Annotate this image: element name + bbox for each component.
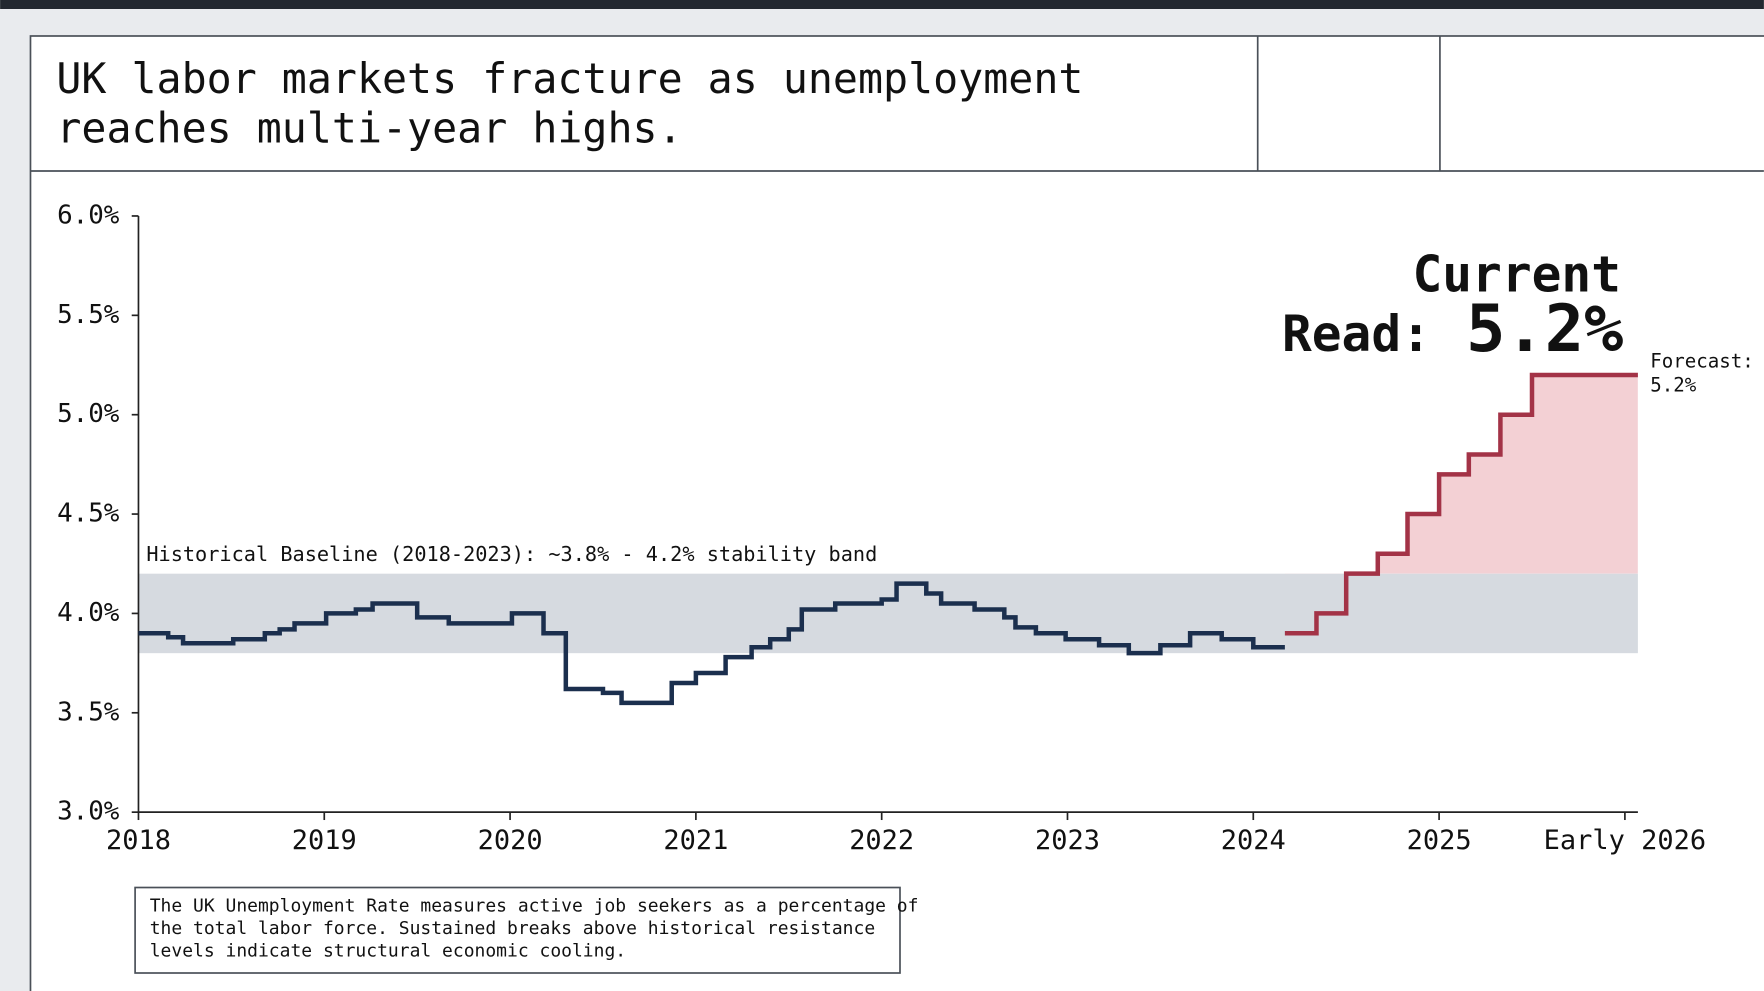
- y-tick-label: 4.0%: [57, 598, 120, 628]
- forecast-label: Forecast:: [1650, 350, 1754, 373]
- x-tick-label: 2023: [1035, 825, 1100, 856]
- x-tick-label: 2018: [106, 825, 171, 856]
- x-tick-label: 2019: [292, 825, 357, 856]
- callout: Read:: [1282, 305, 1431, 363]
- y-tick-label: 3.0%: [57, 797, 120, 827]
- y-tick-label: 5.5%: [57, 300, 120, 330]
- callout: Current: [1412, 245, 1621, 303]
- x-tick-label: 2024: [1221, 825, 1286, 856]
- top-bar: [0, 0, 1764, 9]
- x-tick-label: 2020: [478, 825, 543, 856]
- y-tick-label: 5.0%: [57, 399, 120, 429]
- forecast-area: [1284, 374, 1638, 574]
- step-line: [1284, 372, 1638, 636]
- x-tick-label: 2025: [1407, 825, 1472, 856]
- plot: Historical Baseline (2018-2023): ~3.8% -…: [57, 200, 1754, 855]
- x-tick-label: 2021: [663, 825, 728, 856]
- chart-title: UK labor markets fracture as unemploymen…: [56, 54, 1083, 103]
- y-tick-label: 3.5%: [57, 697, 120, 727]
- forecast-label: 5.2%: [1650, 373, 1697, 396]
- band-label: Historical Baseline (2018-2023): ~3.8% -…: [146, 542, 877, 566]
- note: The UK Unemployment Rate measures active…: [150, 896, 919, 917]
- callout-value: 5.2%: [1466, 291, 1623, 367]
- baseline-band: [138, 573, 1638, 654]
- note: the total labor force. Sustained breaks …: [150, 918, 875, 939]
- x-tick-label: Early 2026: [1544, 825, 1706, 856]
- note-box: [134, 886, 901, 974]
- y-tick-label: 4.5%: [57, 499, 120, 529]
- note: levels indicate structural economic cool…: [150, 941, 626, 962]
- chart-title: reaches multi-year highs.: [56, 104, 682, 153]
- y-tick-label: 6.0%: [57, 200, 120, 230]
- x-tick-label: 2022: [849, 825, 914, 856]
- step-line: [138, 581, 1285, 706]
